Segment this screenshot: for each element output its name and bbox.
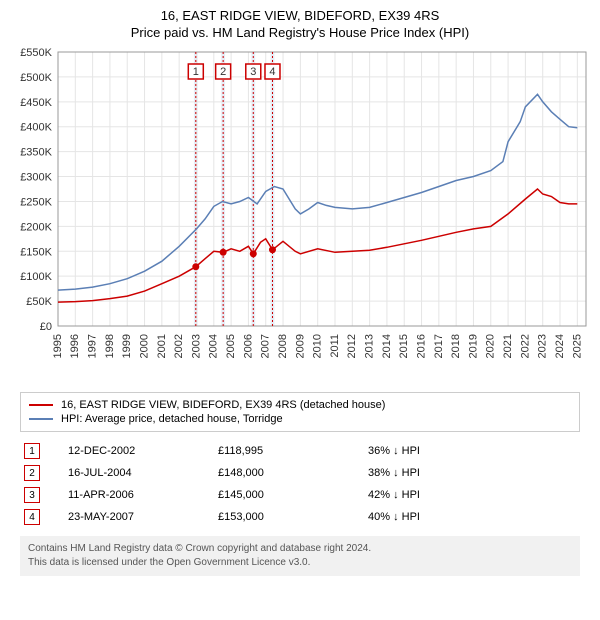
sale-date: 16-JUL-2004	[64, 462, 214, 484]
y-tick-label: £50K	[26, 296, 52, 308]
sale-date: 11-APR-2006	[64, 484, 214, 506]
table-row: 3 11-APR-2006£145,00042% ↓ HPI	[20, 484, 580, 506]
x-tick-label: 2014	[381, 334, 393, 358]
x-tick-label: 1997	[87, 334, 99, 358]
x-tick-label: 2013	[364, 334, 376, 358]
y-tick-label: £250K	[20, 196, 52, 208]
sale-price: £145,000	[214, 484, 364, 506]
footer-line-2: This data is licensed under the Open Gov…	[28, 556, 572, 570]
table-row: 4 23-MAY-2007£153,00040% ↓ HPI	[20, 506, 580, 528]
legend-item: HPI: Average price, detached house, Torr…	[29, 413, 571, 425]
x-tick-label: 2016	[415, 334, 427, 358]
sale-price: £153,000	[214, 506, 364, 528]
sale-marker-number: 2	[220, 66, 226, 78]
legend-label: 16, EAST RIDGE VIEW, BIDEFORD, EX39 4RS …	[61, 399, 385, 411]
sale-row-marker: 2	[24, 465, 40, 481]
x-tick-label: 1998	[104, 334, 116, 358]
x-tick-label: 2003	[190, 334, 202, 358]
footer-attribution: Contains HM Land Registry data © Crown c…	[20, 536, 580, 576]
legend-swatch	[29, 418, 53, 420]
x-tick-label: 2008	[277, 334, 289, 358]
y-tick-label: £0	[40, 321, 52, 333]
x-tick-label: 2002	[173, 334, 185, 358]
x-tick-label: 2015	[398, 334, 410, 358]
x-tick-label: 2021	[502, 334, 514, 358]
x-tick-label: 2000	[138, 334, 150, 358]
sale-price: £148,000	[214, 462, 364, 484]
x-tick-label: 2012	[346, 334, 358, 358]
sale-marker-number: 3	[250, 66, 256, 78]
sale-date: 23-MAY-2007	[64, 506, 214, 528]
y-tick-label: £500K	[20, 72, 52, 84]
sale-delta: 42% ↓ HPI	[364, 484, 580, 506]
sale-marker-number: 1	[193, 66, 199, 78]
x-tick-label: 2006	[242, 334, 254, 358]
sales-table: 1 12-DEC-2002£118,99536% ↓ HPI 2 16-JUL-200…	[20, 440, 580, 528]
chart-legend: 16, EAST RIDGE VIEW, BIDEFORD, EX39 4RS …	[20, 392, 580, 432]
y-tick-label: £350K	[20, 147, 52, 159]
sale-dot	[269, 246, 276, 253]
x-tick-label: 2007	[260, 334, 272, 358]
x-tick-label: 2005	[225, 334, 237, 358]
legend-item: 16, EAST RIDGE VIEW, BIDEFORD, EX39 4RS …	[29, 399, 571, 411]
x-tick-label: 1996	[69, 334, 81, 358]
y-tick-label: £300K	[20, 172, 52, 184]
x-tick-label: 2010	[312, 334, 324, 358]
table-row: 2 16-JUL-2004£148,00038% ↓ HPI	[20, 462, 580, 484]
sale-dot	[192, 263, 199, 270]
footer-line-1: Contains HM Land Registry data © Crown c…	[28, 542, 572, 556]
page-title: 16, EAST RIDGE VIEW, BIDEFORD, EX39 4RS	[10, 8, 590, 23]
sale-row-marker: 1	[24, 443, 40, 459]
y-tick-label: £450K	[20, 97, 52, 109]
x-tick-label: 1999	[121, 334, 133, 358]
y-tick-label: £400K	[20, 122, 52, 134]
sale-delta: 40% ↓ HPI	[364, 506, 580, 528]
x-tick-label: 2017	[433, 334, 445, 358]
table-row: 1 12-DEC-2002£118,99536% ↓ HPI	[20, 440, 580, 462]
x-tick-label: 2018	[450, 334, 462, 358]
sale-delta: 38% ↓ HPI	[364, 462, 580, 484]
y-tick-label: £550K	[20, 47, 52, 59]
x-tick-label: 2019	[467, 334, 479, 358]
x-tick-label: 2023	[537, 334, 549, 358]
sale-dot	[220, 249, 227, 256]
sale-marker-number: 4	[269, 66, 275, 78]
x-tick-label: 2009	[294, 334, 306, 358]
x-tick-label: 2011	[329, 334, 341, 358]
y-tick-label: £200K	[20, 221, 52, 233]
y-tick-label: £100K	[20, 271, 52, 283]
sale-delta: 36% ↓ HPI	[364, 440, 580, 462]
x-tick-label: 2024	[554, 334, 566, 358]
x-tick-label: 2020	[485, 334, 497, 358]
sale-row-marker: 3	[24, 487, 40, 503]
sale-row-marker: 4	[24, 509, 40, 525]
legend-label: HPI: Average price, detached house, Torr…	[61, 413, 283, 425]
x-tick-label: 2001	[156, 334, 168, 358]
sale-dot	[250, 250, 257, 257]
x-tick-label: 2004	[208, 334, 220, 358]
x-tick-label: 2025	[571, 334, 583, 358]
page-subtitle: Price paid vs. HM Land Registry's House …	[10, 25, 590, 40]
sale-date: 12-DEC-2002	[64, 440, 214, 462]
x-tick-label: 2022	[519, 334, 531, 358]
x-tick-label: 1995	[52, 334, 64, 358]
y-tick-label: £150K	[20, 246, 52, 258]
price-chart: £0 £50K £100K £150K £200K £250K £300K £350K £400…	[10, 46, 590, 386]
legend-swatch	[29, 404, 53, 406]
sale-price: £118,995	[214, 440, 364, 462]
